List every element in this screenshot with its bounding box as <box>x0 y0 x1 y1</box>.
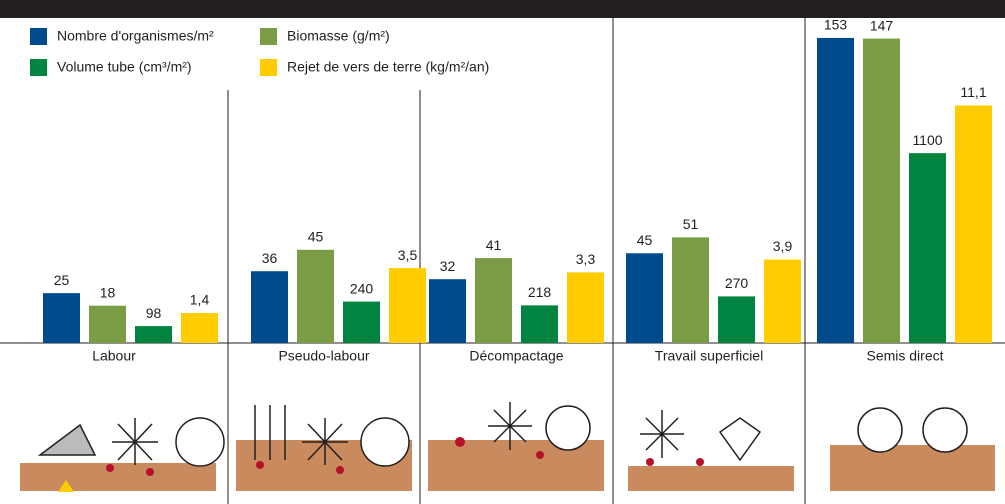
legend-label: Nombre d'organismes/m² <box>57 28 214 44</box>
bar <box>43 293 80 343</box>
dot <box>146 468 154 476</box>
bar <box>764 260 801 343</box>
legend-label: Biomasse (g/m²) <box>287 28 390 44</box>
bar <box>817 38 854 343</box>
bar <box>429 279 466 343</box>
value-label: 3,9 <box>773 238 793 254</box>
bar <box>343 302 380 343</box>
value-label: 32 <box>440 258 456 274</box>
legend-swatch <box>30 59 47 76</box>
tool <box>640 410 760 460</box>
bar <box>135 326 172 343</box>
wheel <box>546 406 590 450</box>
bar <box>626 253 663 343</box>
category-label: Labour <box>92 348 136 364</box>
plough <box>40 425 95 455</box>
value-label: 240 <box>350 280 374 296</box>
ground <box>628 466 794 491</box>
value-label: 45 <box>308 229 324 245</box>
value-label: 270 <box>725 275 749 291</box>
value-label: 45 <box>637 232 653 248</box>
value-label: 18 <box>100 284 116 300</box>
dot <box>646 458 654 466</box>
bar <box>181 313 218 343</box>
dot <box>106 464 114 472</box>
bar <box>251 271 288 343</box>
value-label: 153 <box>824 17 848 33</box>
tool <box>112 418 158 465</box>
ground <box>20 463 216 491</box>
bar <box>718 296 755 343</box>
chart: Nombre d'organismes/m² Biomasse (g/m²) Vol… <box>0 0 1005 504</box>
bar <box>909 153 946 343</box>
bar <box>475 258 512 343</box>
value-label: 11,1 <box>960 84 986 100</box>
value-label: 98 <box>146 305 162 321</box>
wheel <box>858 408 902 452</box>
bar <box>89 306 126 343</box>
value-label: 51 <box>683 216 699 232</box>
category-label: Décompactage <box>469 348 563 364</box>
bar <box>955 105 992 343</box>
value-label: 147 <box>870 17 894 33</box>
dot <box>455 437 465 447</box>
dot <box>696 458 704 466</box>
wheel <box>176 418 224 466</box>
dot <box>256 461 264 469</box>
value-label: 36 <box>262 250 278 266</box>
wheel <box>923 408 967 452</box>
category-label: Semis direct <box>866 348 943 364</box>
value-label: 41 <box>486 237 502 253</box>
legend-swatch <box>260 28 277 45</box>
category-label: Travail superficiel <box>655 348 763 364</box>
value-label: 1,4 <box>190 292 210 308</box>
value-label: 25 <box>54 272 70 288</box>
illustrations <box>20 402 995 492</box>
wheel <box>361 418 409 466</box>
bar <box>863 39 900 343</box>
value-label: 218 <box>528 284 552 300</box>
bar <box>297 250 334 343</box>
dot <box>536 451 544 459</box>
bar <box>672 237 709 343</box>
dot <box>336 466 344 474</box>
legend-swatch <box>260 59 277 76</box>
legend-swatch <box>30 28 47 45</box>
value-label: 1100 <box>912 132 942 148</box>
bar <box>389 268 426 343</box>
bar <box>567 272 604 343</box>
bar <box>521 305 558 343</box>
category-label: Pseudo-labour <box>278 348 369 364</box>
ground <box>830 445 995 491</box>
value-label: 3,3 <box>576 251 596 267</box>
legend-label: Volume tube (cm³/m²) <box>57 59 192 75</box>
legend-label: Rejet de vers de terre (kg/m²/an) <box>287 59 489 75</box>
value-label: 3,5 <box>398 247 418 263</box>
header-band <box>0 0 1005 18</box>
